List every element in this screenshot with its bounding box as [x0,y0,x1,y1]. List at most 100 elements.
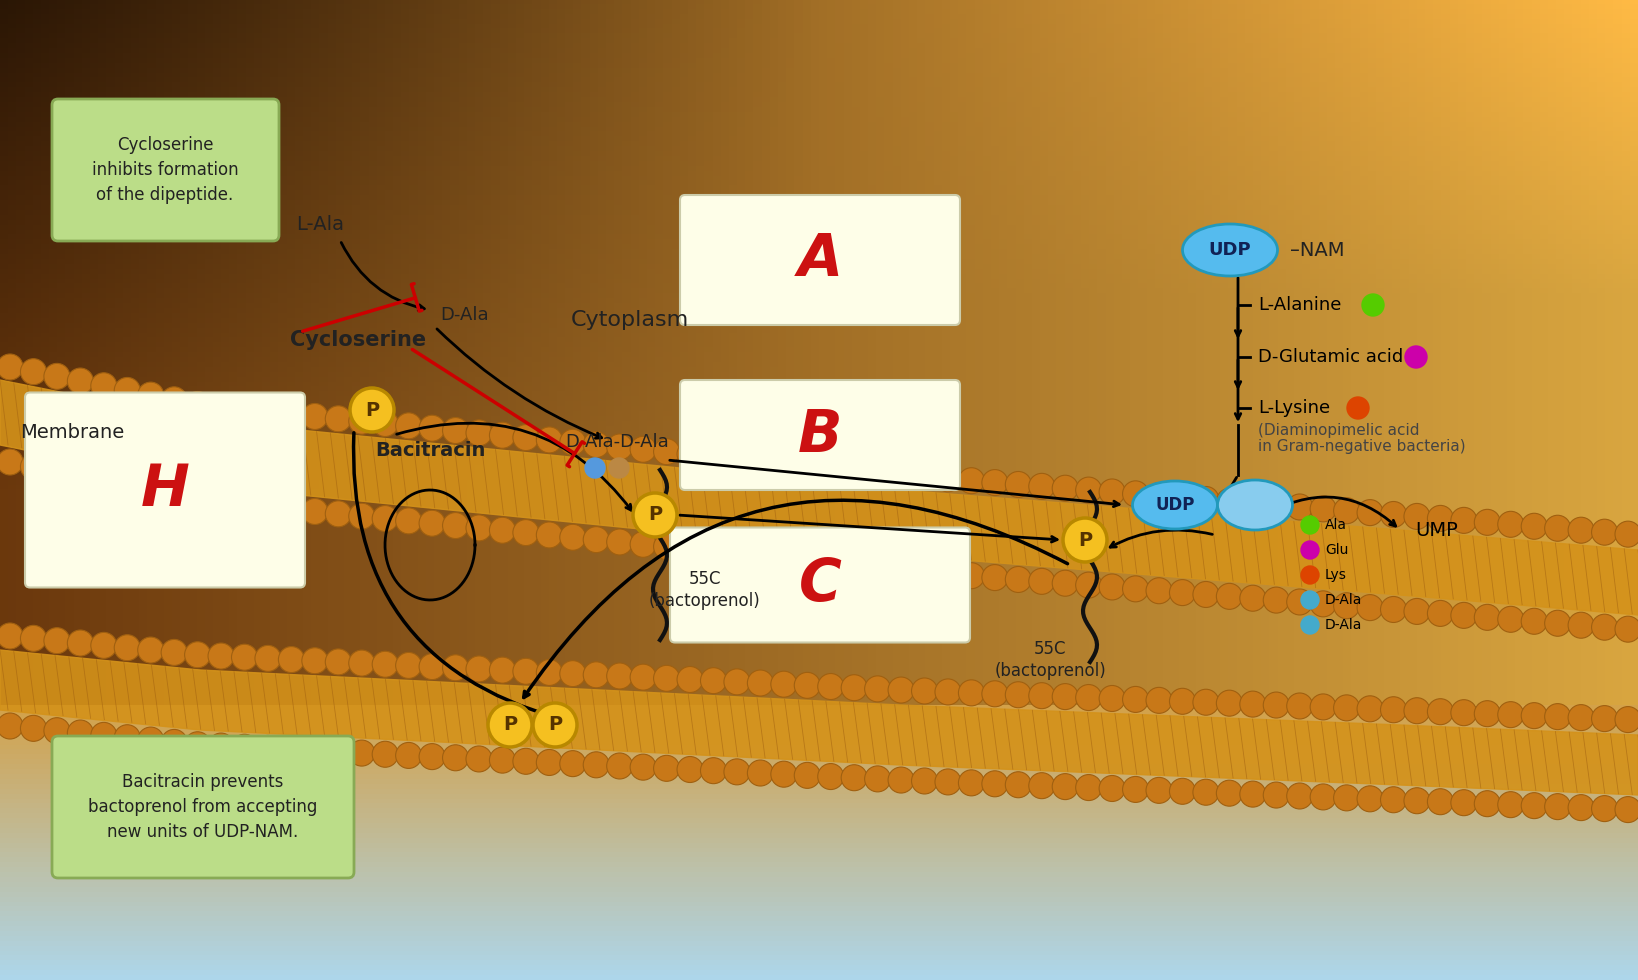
Circle shape [44,717,70,744]
Text: P: P [503,715,518,734]
Circle shape [676,441,703,467]
Circle shape [1522,514,1548,539]
Circle shape [465,656,491,682]
Circle shape [536,660,562,685]
Circle shape [1217,690,1242,716]
Circle shape [911,768,937,794]
Circle shape [1170,688,1196,714]
Circle shape [301,648,328,673]
Circle shape [724,541,750,566]
Circle shape [1076,774,1102,801]
Circle shape [1099,685,1125,711]
Circle shape [536,427,562,453]
Circle shape [1592,706,1618,732]
Circle shape [1310,496,1337,522]
Text: 55C
(bactoprenol): 55C (bactoprenol) [649,570,762,611]
Circle shape [1405,346,1427,368]
Circle shape [1568,795,1594,820]
Circle shape [90,722,116,749]
Text: UDP: UDP [1155,496,1194,514]
Circle shape [606,434,632,460]
Circle shape [0,354,23,380]
Circle shape [301,499,328,524]
Text: Bacitracin prevents
bactoprenol from accepting
new units of UDP-NAM.: Bacitracin prevents bactoprenol from acc… [88,773,318,841]
Circle shape [67,720,93,746]
Circle shape [560,429,586,456]
Circle shape [771,671,796,697]
Circle shape [513,519,539,546]
Circle shape [794,453,821,478]
Circle shape [771,451,796,476]
Circle shape [1333,593,1360,618]
Circle shape [1099,775,1125,802]
Circle shape [958,770,984,796]
Circle shape [935,769,962,795]
Circle shape [115,472,141,499]
Circle shape [1474,605,1500,630]
Text: Ala: Ala [1325,518,1346,532]
Circle shape [794,672,821,699]
Circle shape [442,745,468,771]
Circle shape [676,536,703,562]
Circle shape [490,517,516,543]
Circle shape [701,443,727,469]
Circle shape [911,464,937,490]
Circle shape [606,529,632,555]
Circle shape [865,460,891,486]
Circle shape [1356,696,1382,722]
Circle shape [278,401,305,427]
Circle shape [1170,579,1196,606]
Circle shape [1052,570,1078,596]
Circle shape [185,486,211,513]
Text: C: C [799,557,842,613]
Circle shape [1006,566,1032,593]
Circle shape [326,649,351,675]
Circle shape [442,513,468,539]
Circle shape [1301,541,1319,559]
Circle shape [513,749,539,774]
Circle shape [560,661,586,687]
Circle shape [1006,771,1032,798]
Text: D-Ala: D-Ala [1325,618,1363,632]
Circle shape [817,763,844,790]
Circle shape [676,666,703,693]
Circle shape [44,627,70,654]
Circle shape [1545,794,1571,819]
Circle shape [1451,508,1477,533]
Circle shape [1263,692,1289,718]
Circle shape [1029,473,1055,500]
Circle shape [1427,789,1453,814]
Circle shape [865,676,891,702]
Circle shape [208,733,234,760]
Circle shape [1381,502,1407,527]
Circle shape [1029,683,1055,709]
Circle shape [231,397,257,422]
Circle shape [138,477,164,503]
Text: P: P [549,715,562,734]
Text: Cytoplasm: Cytoplasm [572,310,690,330]
Circle shape [208,394,234,420]
Circle shape [256,399,282,424]
Text: P: P [1078,530,1093,550]
Circle shape [1301,516,1319,534]
Text: H: H [141,462,190,518]
Circle shape [372,506,398,531]
Circle shape [771,761,796,787]
Circle shape [208,643,234,669]
Circle shape [185,732,211,758]
Circle shape [419,744,446,769]
Circle shape [419,416,446,441]
Circle shape [1497,702,1523,728]
Circle shape [724,446,750,471]
Circle shape [1381,597,1407,622]
Circle shape [1310,694,1337,720]
Circle shape [1099,574,1125,600]
Circle shape [1122,686,1148,712]
Text: (Diaminopimelic acid: (Diaminopimelic acid [1258,422,1420,437]
Circle shape [958,563,984,589]
Circle shape [583,431,609,458]
Circle shape [1333,695,1360,721]
Text: D-Ala: D-Ala [1325,593,1363,607]
Circle shape [1497,792,1523,817]
Circle shape [372,652,398,677]
